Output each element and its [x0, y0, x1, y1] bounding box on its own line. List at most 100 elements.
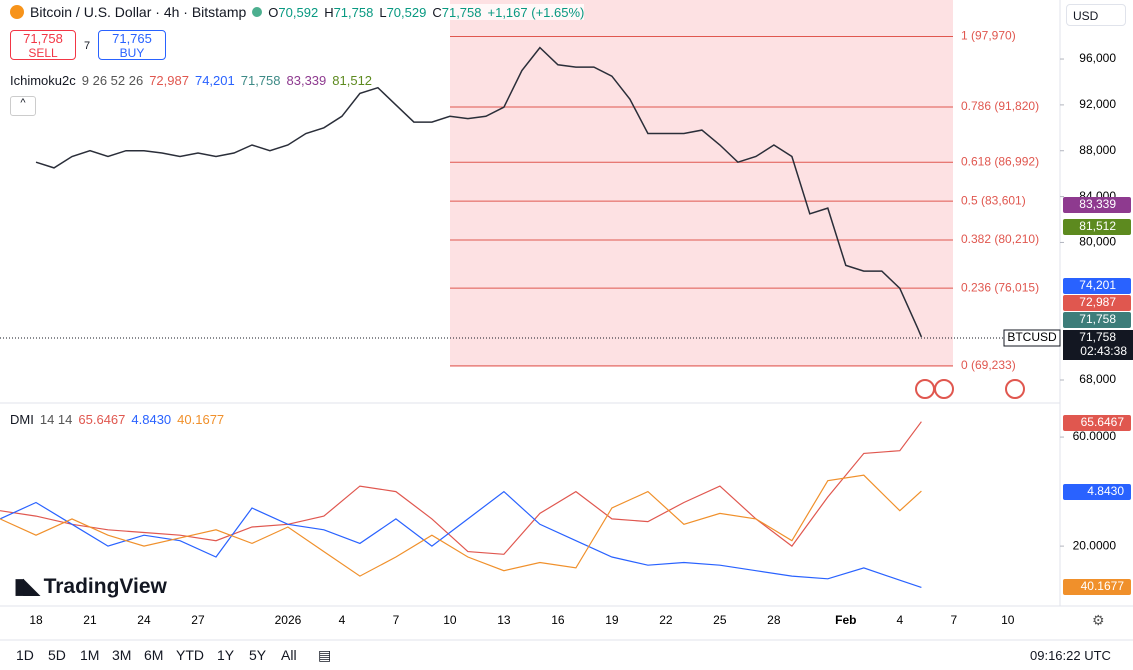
event-flag: [934, 379, 954, 399]
indicator-value: 74,201: [194, 73, 235, 88]
range-button[interactable]: 6M: [144, 647, 164, 663]
ohlc-value: 70,592: [278, 4, 319, 20]
market-status: [252, 7, 263, 17]
countdown-text: 02:43:38: [1080, 344, 1127, 358]
dmi-tag: [1063, 579, 1131, 595]
symbol-tag: [1003, 329, 1061, 347]
range-button[interactable]: YTD: [176, 647, 204, 663]
indicator-value: 72,987: [149, 73, 189, 88]
fib-label: 0 (69,233): [961, 358, 1016, 372]
ichimoku-legend: Ichimoku2c 9 26 52 26 72,987 74,201 71,758 83…: [10, 73, 372, 88]
indicator-params: 9 26 52 26: [81, 73, 144, 88]
sell-button[interactable]: 71,758 SELL: [10, 30, 76, 60]
y-tick-label: 96,000: [1079, 51, 1116, 65]
symbol-header: Bitcoin / U.S. Dollar · 4h · Bitstamp O7…: [10, 4, 585, 20]
clock: 09:16:22 UTC: [1030, 648, 1111, 663]
date-range-icon[interactable]: ▤: [318, 647, 332, 663]
dmi-tag-text: 40.1677: [1081, 579, 1125, 593]
x-tick-label: 28: [767, 613, 781, 627]
ohlc-value: 71,758: [333, 4, 374, 20]
price-tag-text: 72,987: [1079, 295, 1116, 309]
x-tick-label: 21: [83, 613, 97, 627]
dmi-tag: [1063, 484, 1131, 500]
symbol-tag-text: BTCUSD: [1007, 330, 1057, 344]
price-tag: [1063, 278, 1131, 294]
range-button[interactable]: 1D: [16, 647, 34, 663]
indicator-value: 4.8430: [131, 412, 172, 427]
brand-logo: ▮◣ TradingView: [14, 575, 167, 598]
x-tick-label: 16: [551, 613, 565, 627]
ohlc-value: 70,529: [386, 4, 427, 20]
price-tag: [1063, 197, 1131, 213]
sell-price: 71,758: [23, 31, 63, 46]
collapse-button[interactable]: ^: [10, 96, 36, 116]
x-tick-label: 27: [191, 613, 205, 627]
ohlc-label: L: [379, 4, 387, 20]
x-tick-label: Feb: [835, 613, 856, 627]
series-line: [35, 46, 923, 338]
price-tag: [1063, 219, 1131, 235]
series-line: [0, 421, 922, 555]
event-flag: [1005, 379, 1025, 399]
x-tick-label: 19: [605, 613, 619, 627]
buy-price: 71,765: [112, 31, 152, 46]
dmi-tag-text: 65.6467: [1081, 415, 1125, 429]
x-tick-label: 18: [29, 613, 43, 627]
y-tick-label: 20.0000: [1073, 538, 1117, 552]
series-line: [0, 474, 922, 577]
spread: 7: [84, 40, 91, 52]
currency-select[interactable]: USD: [1066, 4, 1126, 26]
ohlc-label: H: [324, 4, 334, 20]
fib-label: 0.618 (86,992): [961, 154, 1039, 168]
dmi-legend: DMI 14 14 65.6467 4.8430 40.1677: [10, 412, 224, 427]
event-flag: [915, 379, 935, 399]
price-tag-text: 71,758: [1079, 312, 1116, 326]
range-button[interactable]: 5Y: [249, 647, 267, 663]
range-button[interactable]: All: [281, 647, 297, 663]
x-tick-label: 4: [339, 613, 346, 627]
range-button[interactable]: 1Y: [217, 647, 235, 663]
symbol-title: Bitcoin / U.S. Dollar · 4h · Bitstamp: [30, 4, 247, 20]
indicator-value: 71,758: [240, 73, 281, 88]
ohlc-label: O: [268, 4, 279, 20]
price-tag: [1063, 312, 1131, 328]
settings-icon[interactable]: ⚙: [1092, 612, 1105, 628]
y-tick-label: 60.0000: [1073, 429, 1117, 443]
x-tick-label: 10: [443, 613, 457, 627]
price-tag: [1063, 295, 1131, 311]
fib-label: 0.236 (76,015): [961, 280, 1039, 294]
y-tick-label: 80,000: [1079, 235, 1116, 249]
ohlc-label: C: [432, 4, 442, 20]
y-tick-label: 92,000: [1079, 97, 1116, 111]
dmi-tag-text: 4.8430: [1087, 484, 1124, 498]
range-button[interactable]: 5D: [48, 647, 66, 663]
last-price-text: 71,758: [1079, 330, 1116, 344]
series-line: [0, 490, 922, 588]
fib-zone: [450, 0, 953, 367]
y-tick-label: 88,000: [1079, 143, 1116, 157]
sell-label: SELL: [28, 46, 58, 60]
indicator-value: 40.1677: [177, 412, 225, 427]
price-tag-text: 74,201: [1079, 278, 1116, 292]
brand-name: TradingView: [43, 575, 167, 598]
x-tick-label: 22: [659, 613, 673, 627]
indicator-value: 83,339: [286, 73, 327, 88]
fib-label: 1 (97,970): [961, 29, 1016, 43]
range-button[interactable]: 3M: [112, 647, 132, 663]
x-tick-label: 13: [497, 613, 511, 627]
x-tick-label: 2026: [275, 613, 302, 627]
price-tag-text: 81,512: [1079, 219, 1116, 233]
range-button[interactable]: 1M: [80, 647, 100, 663]
y-tick-label: 68,000: [1079, 372, 1116, 386]
buy-button[interactable]: 71,765 BUY: [98, 30, 166, 60]
x-tick-label: 25: [713, 613, 727, 627]
price-tag-text: 83,339: [1079, 197, 1116, 211]
fib-label: 0.786 (91,820): [961, 99, 1039, 113]
btc-icon: [10, 5, 24, 19]
indicator-params: 14 14: [39, 412, 73, 427]
price-change: +1,167 (+1.65%): [487, 4, 585, 20]
x-tick-label: 7: [393, 613, 400, 627]
buy-label: BUY: [119, 46, 145, 60]
